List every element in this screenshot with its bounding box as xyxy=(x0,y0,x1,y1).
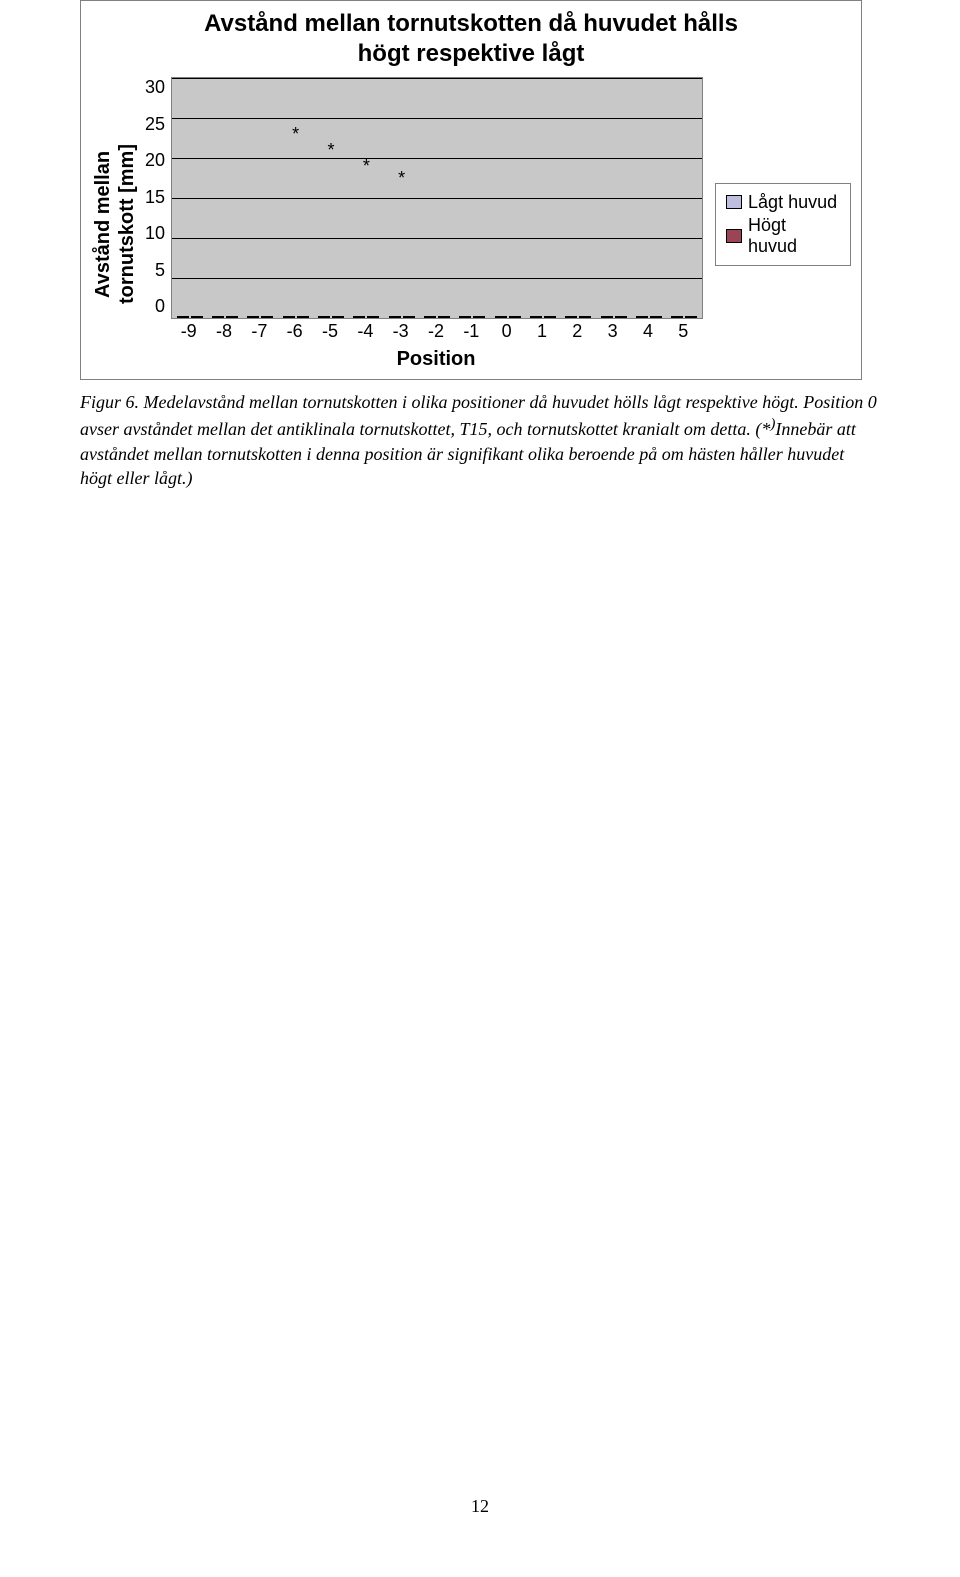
x-tick: 5 xyxy=(666,321,701,342)
y-tick: 15 xyxy=(145,187,165,208)
bar-low xyxy=(636,316,648,318)
bar-high xyxy=(297,316,309,318)
bar-high xyxy=(473,316,485,318)
y-axis-label: Avstånd mellan tornutskott [mm] xyxy=(91,77,139,371)
bar-group xyxy=(634,316,664,318)
bar-group xyxy=(493,316,523,318)
bar-low xyxy=(247,316,259,318)
y-tick: 20 xyxy=(145,150,165,171)
x-tick: -1 xyxy=(454,321,489,342)
bar-low xyxy=(353,316,365,318)
bar-low xyxy=(459,316,471,318)
legend-item-high: Högt huvud xyxy=(726,215,840,257)
x-tick: -2 xyxy=(418,321,453,342)
bar-high xyxy=(332,316,344,318)
x-tick: -4 xyxy=(348,321,383,342)
x-tick: 4 xyxy=(630,321,665,342)
figure-caption: Figur 6. Medelavstånd mellan tornutskott… xyxy=(80,390,880,490)
bar-group xyxy=(351,316,381,318)
bar-low xyxy=(283,316,295,318)
bar-high xyxy=(226,316,238,318)
bar-group xyxy=(599,316,629,318)
x-tick: -9 xyxy=(171,321,206,342)
bar-group xyxy=(422,316,452,318)
legend-label-high: Högt huvud xyxy=(748,215,840,257)
bar-group xyxy=(563,316,593,318)
legend-swatch-low xyxy=(726,195,742,209)
legend: Lågt huvud Högt huvud xyxy=(715,183,851,266)
bar-high xyxy=(367,316,379,318)
x-tick: 3 xyxy=(595,321,630,342)
chart-title-line1: Avstånd mellan tornutskotten då huvudet … xyxy=(204,10,738,37)
bar-low xyxy=(424,316,436,318)
chart-title-line2: högt respektive lågt xyxy=(358,40,585,67)
chart-body: Avstånd mellan tornutskott [mm] 30252015… xyxy=(81,73,861,379)
bar-group xyxy=(457,316,487,318)
x-tick-labels: -9-8-7-6-5-4-3-2-1012345 xyxy=(171,319,701,342)
bar-group xyxy=(175,316,205,318)
bar-group xyxy=(669,316,699,318)
bar-high xyxy=(403,316,415,318)
significance-marker: * xyxy=(292,124,299,145)
bar-group xyxy=(281,316,311,318)
gridline xyxy=(172,78,702,79)
bar-high xyxy=(509,316,521,318)
plot-area: **** xyxy=(171,77,703,319)
legend-item-low: Lågt huvud xyxy=(726,192,840,213)
gridline xyxy=(172,278,702,279)
bar-group xyxy=(210,316,240,318)
gridline xyxy=(172,198,702,199)
chart-title: Avstånd mellan tornutskotten då huvudet … xyxy=(81,1,861,73)
bar-low xyxy=(177,316,189,318)
bar-group xyxy=(528,316,558,318)
bar-high xyxy=(544,316,556,318)
x-axis-label: Position xyxy=(171,342,701,371)
x-tick: -8 xyxy=(206,321,241,342)
bar-low xyxy=(565,316,577,318)
bar-low xyxy=(530,316,542,318)
page-number: 12 xyxy=(0,1496,960,1517)
bar-high xyxy=(261,316,273,318)
bar-group xyxy=(387,316,417,318)
y-tick: 30 xyxy=(145,77,165,98)
chart-frame: Avstånd mellan tornutskotten då huvudet … xyxy=(80,0,862,380)
bar-group xyxy=(316,316,346,318)
x-tick: 2 xyxy=(560,321,595,342)
legend-swatch-high xyxy=(726,229,742,243)
bar-high xyxy=(615,316,627,318)
bar-low xyxy=(318,316,330,318)
significance-marker: * xyxy=(398,168,405,189)
bar-high xyxy=(650,316,662,318)
bar-high xyxy=(438,316,450,318)
bar-low xyxy=(601,316,613,318)
gridline xyxy=(172,118,702,119)
bar-high xyxy=(191,316,203,318)
bar-high xyxy=(685,316,697,318)
bar-low xyxy=(389,316,401,318)
caption-figure-label: Figur 6. xyxy=(80,392,144,412)
bar-high xyxy=(579,316,591,318)
x-tick: 0 xyxy=(489,321,524,342)
x-tick: -5 xyxy=(312,321,347,342)
x-tick: -3 xyxy=(383,321,418,342)
y-tick: 25 xyxy=(145,114,165,135)
y-tick: 10 xyxy=(145,223,165,244)
y-tick: 0 xyxy=(145,296,165,317)
x-tick: -6 xyxy=(277,321,312,342)
y-tick-labels: 30 25 20 15 10 5 0 xyxy=(145,77,165,317)
y-tick: 5 xyxy=(145,260,165,281)
caption-main: Medelavstånd mellan tornutskotten i olik… xyxy=(80,392,877,439)
significance-marker: * xyxy=(363,156,370,177)
gridline xyxy=(172,158,702,159)
bar-low xyxy=(212,316,224,318)
x-tick: -7 xyxy=(242,321,277,342)
legend-label-low: Lågt huvud xyxy=(748,192,837,213)
gridline xyxy=(172,238,702,239)
x-tick: 1 xyxy=(524,321,559,342)
bar-low xyxy=(495,316,507,318)
bar-low xyxy=(671,316,683,318)
plot-stack: **** -9-8-7-6-5-4-3-2-1012345 Position xyxy=(171,77,703,371)
bar-group xyxy=(245,316,275,318)
